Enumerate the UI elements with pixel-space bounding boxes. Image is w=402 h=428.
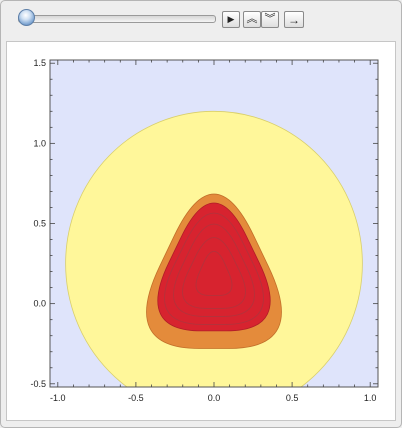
x-tick-label: 0.5 [286,393,299,403]
x-tick-label: -1.0 [50,393,66,403]
slower-button[interactable]: ︾ [261,11,279,28]
plot-panel: -1.0 -0.5 0.0 0.5 1.0 -0.5 0.0 0.5 1.0 1.5 [6,41,396,421]
x-tick-label: 1.0 [364,393,377,403]
double-chevron-down-icon: ︾ [264,13,276,25]
inner-contour-3 [182,237,246,309]
inner-contour-2 [173,223,255,317]
contour-plot: -1.0 -0.5 0.0 0.5 1.0 -0.5 0.0 0.5 1.0 1.5 [30,58,379,403]
x-tick-label: -0.5 [128,393,144,403]
x-tick-label: 0.0 [208,393,221,403]
play-button[interactable]: ▶ [222,11,240,28]
play-icon: ▶ [227,14,235,24]
slider-thumb[interactable] [18,9,35,26]
y-tick-label: 1.0 [33,138,46,148]
animation-slider[interactable] [18,15,216,23]
y-tick-label: 0.0 [33,299,46,309]
direction-button[interactable]: → [284,11,304,28]
inner-contour-1 [164,212,264,325]
double-chevron-up-icon: ︽ [246,13,258,25]
y-tick-label: 1.5 [33,58,46,68]
y-tick-label: -0.5 [30,379,46,389]
arrow-right-icon: → [288,12,300,27]
faster-button[interactable]: ︽ [243,11,261,28]
contour-region-level-3 [157,202,271,332]
inner-contour-4 [195,250,233,297]
animation-controls: ▶ ︽ ︾ → [0,0,402,36]
y-tick-label: 0.5 [33,219,46,229]
